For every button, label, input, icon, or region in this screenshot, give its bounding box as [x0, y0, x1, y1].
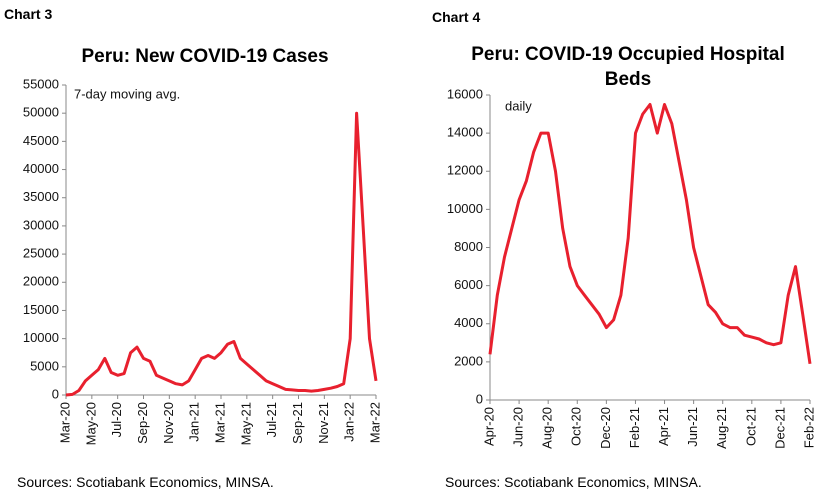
x-tick-label: Sep-20	[135, 402, 150, 444]
y-tick-label: 0	[476, 391, 483, 406]
x-tick-label: May-21	[238, 402, 253, 445]
x-tick-label: Apr-21	[656, 407, 671, 446]
y-tick-label: 8000	[454, 239, 483, 254]
x-tick-label: Dec-20	[598, 407, 613, 449]
y-tick-label: 55000	[23, 76, 59, 91]
x-tick-label: Jun-21	[685, 407, 700, 447]
y-tick-label: 14000	[447, 125, 483, 140]
x-tick-label: Mar-22	[367, 402, 382, 443]
x-tick-label: Jul-21	[264, 402, 279, 437]
x-tick-label: Feb-21	[627, 407, 642, 448]
y-tick-label: 25000	[23, 246, 59, 261]
annotation: daily	[505, 98, 532, 113]
y-tick-label: 50000	[23, 105, 59, 120]
y-tick-label: 10000	[23, 330, 59, 345]
x-tick-label: Aug-20	[540, 407, 555, 449]
x-tick-label: Oct-20	[569, 407, 584, 446]
y-tick-label: 10000	[447, 201, 483, 216]
series-line	[488, 103, 812, 365]
y-tick-label: 30000	[23, 217, 59, 232]
x-tick-label: Mar-21	[212, 402, 227, 443]
x-tick-label: Aug-21	[714, 407, 729, 449]
x-tick-label: Apr-20	[481, 407, 496, 446]
x-tick-label: Jun-20	[511, 407, 526, 447]
x-tick-label: Dec-21	[772, 407, 787, 449]
y-tick-label: 40000	[23, 161, 59, 176]
y-tick-label: 6000	[454, 277, 483, 292]
y-tick-label: 12000	[447, 163, 483, 178]
source-note: Sources: Scotiabank Economics, MINSA.	[17, 474, 274, 490]
x-tick-label: Jan-21	[187, 402, 202, 442]
annotation: 7-day moving avg.	[74, 86, 180, 101]
y-tick-label: 4000	[454, 315, 483, 330]
y-tick-label: 0	[52, 386, 59, 401]
y-tick-label: 15000	[23, 302, 59, 317]
x-tick-label: May-20	[83, 402, 98, 445]
y-tick-label: 2000	[454, 353, 483, 368]
chart-title: Peru: COVID-19 Occupied Hospital Beds	[471, 44, 785, 90]
series-line	[65, 111, 378, 397]
chart-label: Chart 4	[432, 9, 481, 25]
x-tick-label: Sep-21	[290, 402, 305, 444]
y-tick-label: 5000	[30, 358, 59, 373]
x-tick-label: Mar-20	[57, 402, 72, 443]
x-tick-label: Feb-22	[801, 407, 816, 448]
x-tick-label: Oct-21	[743, 407, 758, 446]
chart-label: Chart 3	[4, 6, 53, 22]
x-tick-label: Jul-20	[109, 402, 124, 437]
x-tick-label: Nov-21	[316, 402, 331, 444]
y-tick-label: 20000	[23, 274, 59, 289]
chart-title: Peru: New COVID-19 Cases	[81, 46, 329, 67]
y-tick-label: 16000	[447, 86, 483, 101]
source-note: Sources: Scotiabank Economics, MINSA.	[445, 474, 702, 490]
x-tick-label: Jan-22	[342, 402, 357, 442]
y-tick-label: 35000	[23, 189, 59, 204]
x-tick-label: Nov-20	[161, 402, 176, 444]
y-tick-label: 45000	[23, 133, 59, 148]
